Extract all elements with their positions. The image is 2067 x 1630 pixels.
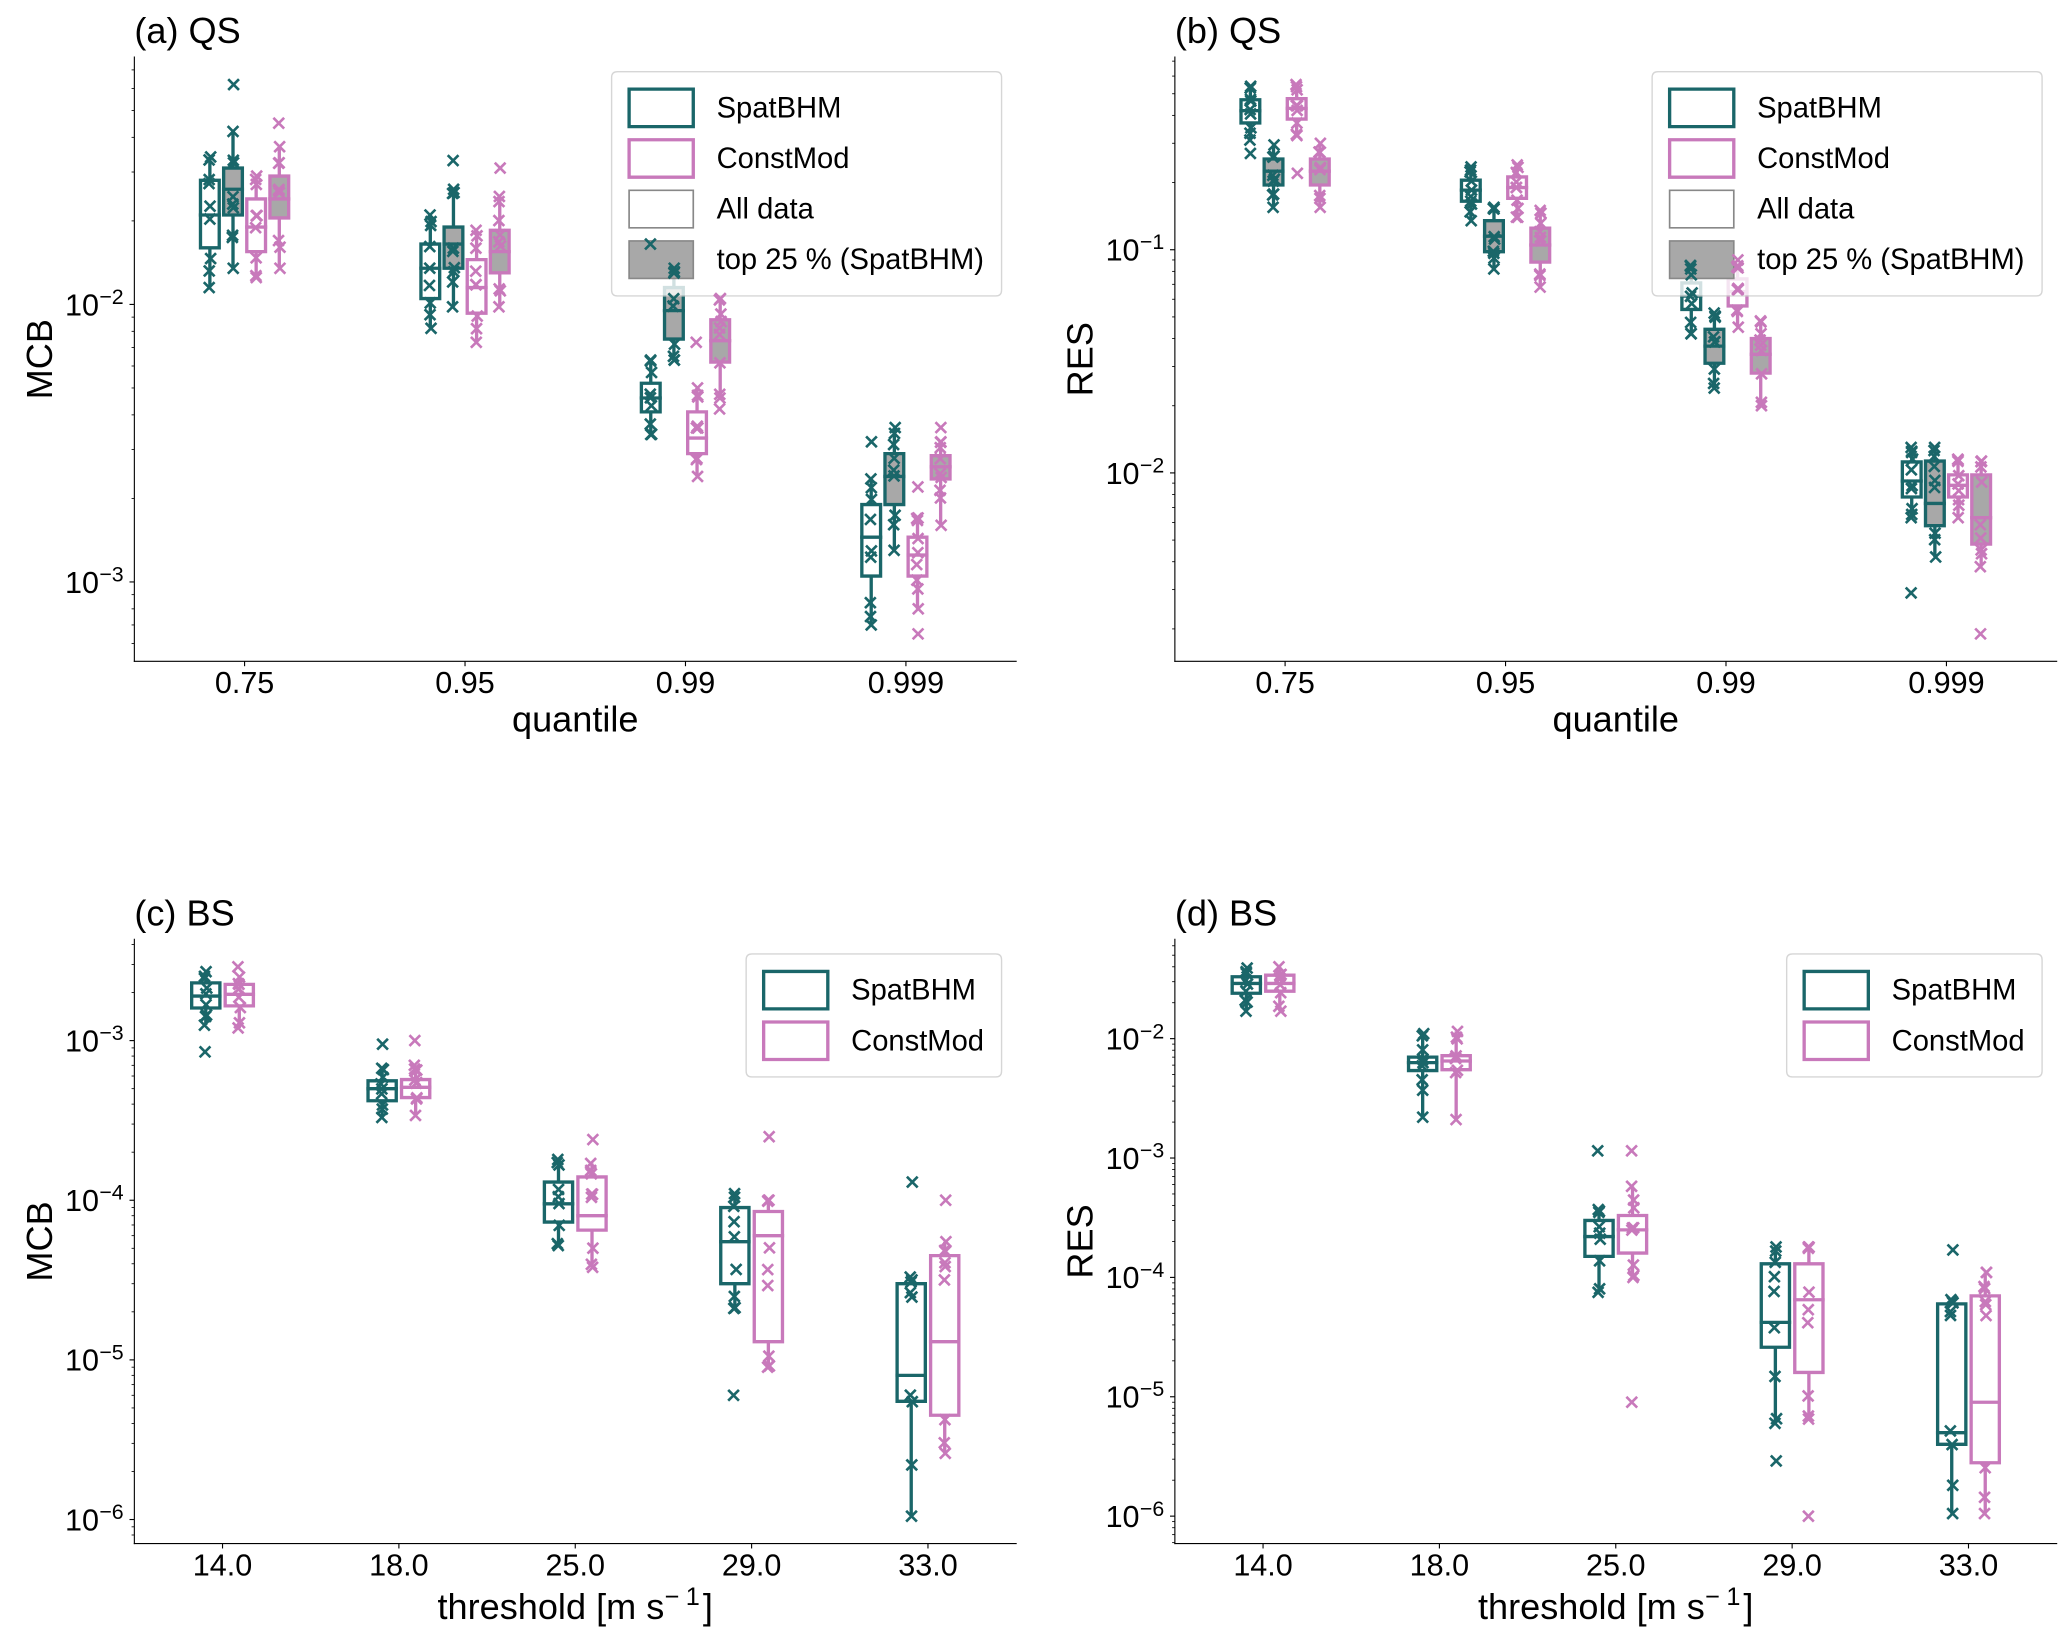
svg-text:29.0: 29.0 (722, 1548, 781, 1582)
svg-text:(c) BS: (c) BS (134, 892, 234, 933)
svg-text:33.0: 33.0 (1939, 1548, 1998, 1582)
svg-text:29.0: 29.0 (1762, 1548, 1821, 1582)
svg-text:0.99: 0.99 (1696, 666, 1755, 700)
svg-text:25.0: 25.0 (1586, 1548, 1645, 1582)
svg-text:ConstMod: ConstMod (851, 1025, 984, 1057)
svg-text:18.0: 18.0 (1410, 1548, 1469, 1582)
svg-text:(d) BS: (d) BS (1175, 892, 1277, 933)
svg-text:(b) QS: (b) QS (1175, 10, 1281, 51)
svg-text:0.75: 0.75 (215, 666, 274, 700)
svg-text:ConstMod: ConstMod (1757, 143, 1890, 175)
svg-text:All data: All data (717, 194, 815, 226)
svg-text:RES: RES (1060, 1204, 1101, 1278)
svg-text:SpatBHM: SpatBHM (1757, 92, 1882, 124)
svg-text:14.0: 14.0 (193, 1548, 252, 1582)
svg-text:0.999: 0.999 (1908, 666, 1984, 700)
svg-text:SpatBHM: SpatBHM (851, 975, 976, 1007)
svg-text:0.999: 0.999 (868, 666, 944, 700)
svg-text:MCB: MCB (19, 1201, 60, 1281)
svg-text:SpatBHM: SpatBHM (1892, 975, 2017, 1007)
svg-text:25.0: 25.0 (546, 1548, 605, 1582)
svg-text:0.95: 0.95 (1476, 666, 1535, 700)
svg-text:All data: All data (1757, 194, 1855, 226)
svg-text:RES: RES (1060, 322, 1101, 396)
svg-text:SpatBHM: SpatBHM (717, 92, 842, 124)
svg-text:ConstMod: ConstMod (717, 143, 850, 175)
svg-text:MCB: MCB (19, 319, 60, 399)
svg-text:0.99: 0.99 (656, 666, 715, 700)
svg-text:quantile: quantile (512, 698, 639, 739)
svg-text:(a) QS: (a) QS (134, 10, 240, 51)
svg-text:0.75: 0.75 (1255, 666, 1314, 700)
svg-text:14.0: 14.0 (1233, 1548, 1292, 1582)
svg-text:0.95: 0.95 (435, 666, 494, 700)
svg-text:top 25 % (SpatBHM): top 25 % (SpatBHM) (717, 244, 984, 276)
svg-text:top 25 % (SpatBHM): top 25 % (SpatBHM) (1757, 244, 2024, 276)
svg-text:quantile: quantile (1553, 698, 1680, 739)
svg-text:ConstMod: ConstMod (1892, 1025, 2025, 1057)
svg-text:33.0: 33.0 (898, 1548, 957, 1582)
svg-text:18.0: 18.0 (369, 1548, 428, 1582)
